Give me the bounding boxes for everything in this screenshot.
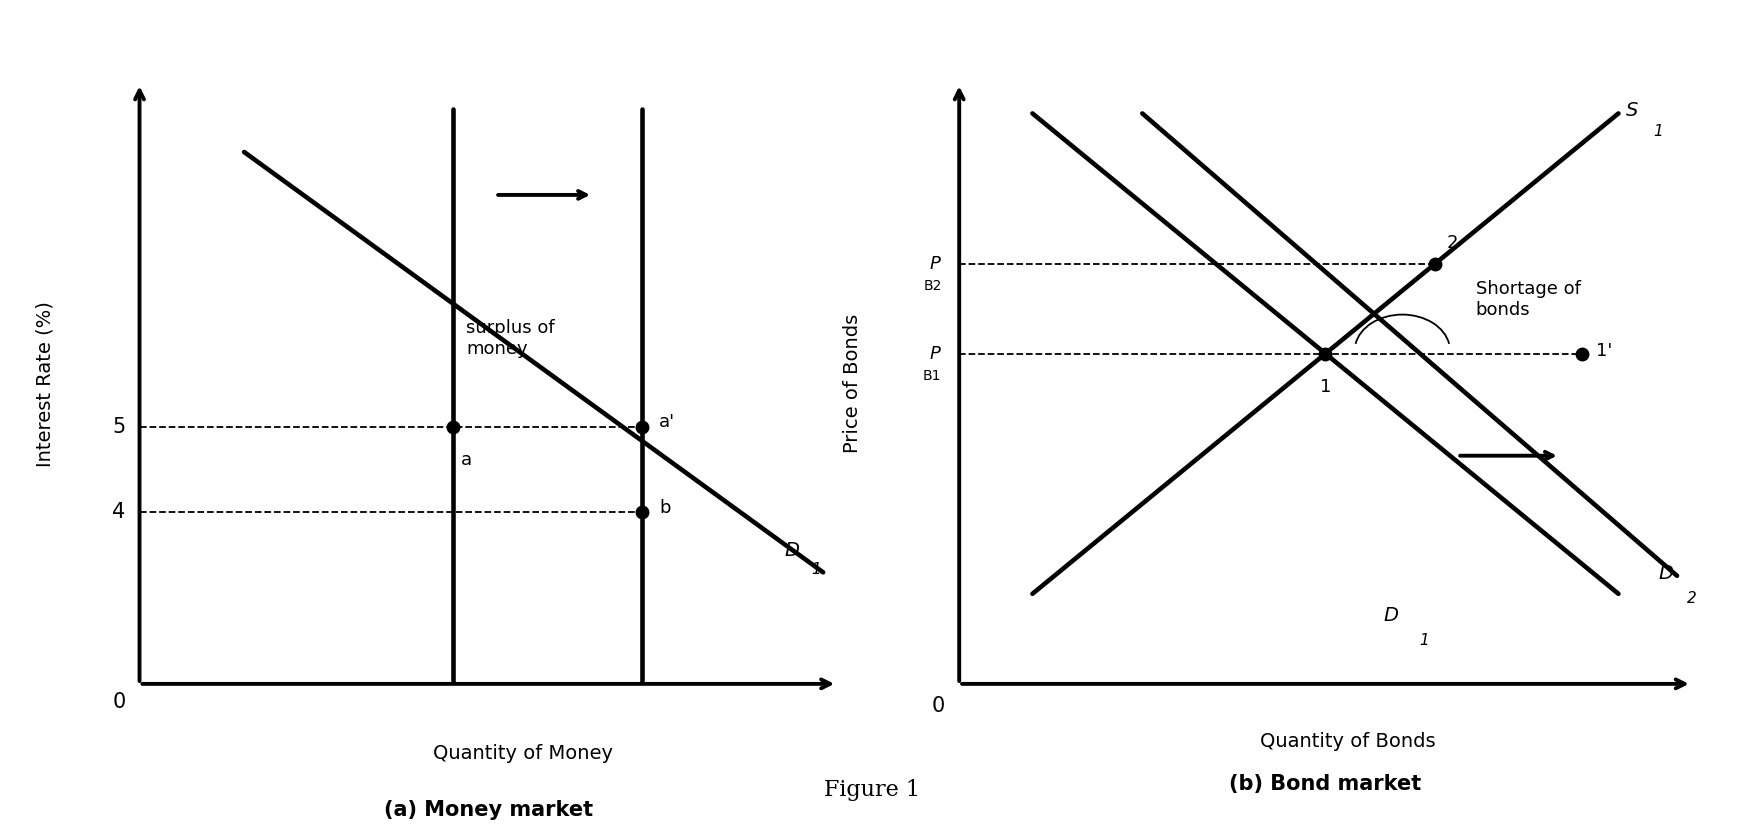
Text: D: D [1659, 564, 1674, 583]
Text: 1': 1' [1596, 342, 1613, 359]
Text: Shortage of
bonds: Shortage of bonds [1475, 280, 1580, 319]
Text: b: b [659, 499, 671, 517]
Text: 2: 2 [1686, 590, 1697, 605]
Text: surplus of
money: surplus of money [466, 319, 555, 358]
Text: D: D [785, 541, 800, 560]
Text: Interest Rate (%): Interest Rate (%) [37, 301, 54, 466]
Text: 1: 1 [1320, 378, 1331, 395]
Text: P: P [930, 344, 942, 363]
Text: B1: B1 [923, 369, 942, 384]
Text: Figure 1: Figure 1 [823, 779, 921, 801]
Text: 1: 1 [811, 562, 821, 577]
Text: Quantity of Money: Quantity of Money [433, 744, 614, 763]
Text: P: P [930, 254, 942, 273]
Text: D: D [1383, 605, 1399, 625]
Text: 1: 1 [1420, 633, 1428, 648]
Text: B2: B2 [923, 279, 942, 294]
Text: (a) Money market: (a) Money market [384, 800, 593, 820]
Text: 4: 4 [112, 502, 126, 522]
Text: (b) Bond market: (b) Bond market [1230, 774, 1421, 794]
Text: 0: 0 [112, 692, 126, 712]
Text: a: a [460, 450, 471, 469]
Text: 5: 5 [112, 416, 126, 436]
Text: 1: 1 [1653, 124, 1664, 139]
Text: S: S [1625, 101, 1638, 120]
Text: a': a' [659, 413, 675, 431]
Text: Price of Bonds: Price of Bonds [844, 314, 863, 453]
Text: 0: 0 [931, 696, 945, 716]
Text: 2: 2 [1446, 234, 1458, 252]
Text: Quantity of Bonds: Quantity of Bonds [1259, 732, 1435, 751]
